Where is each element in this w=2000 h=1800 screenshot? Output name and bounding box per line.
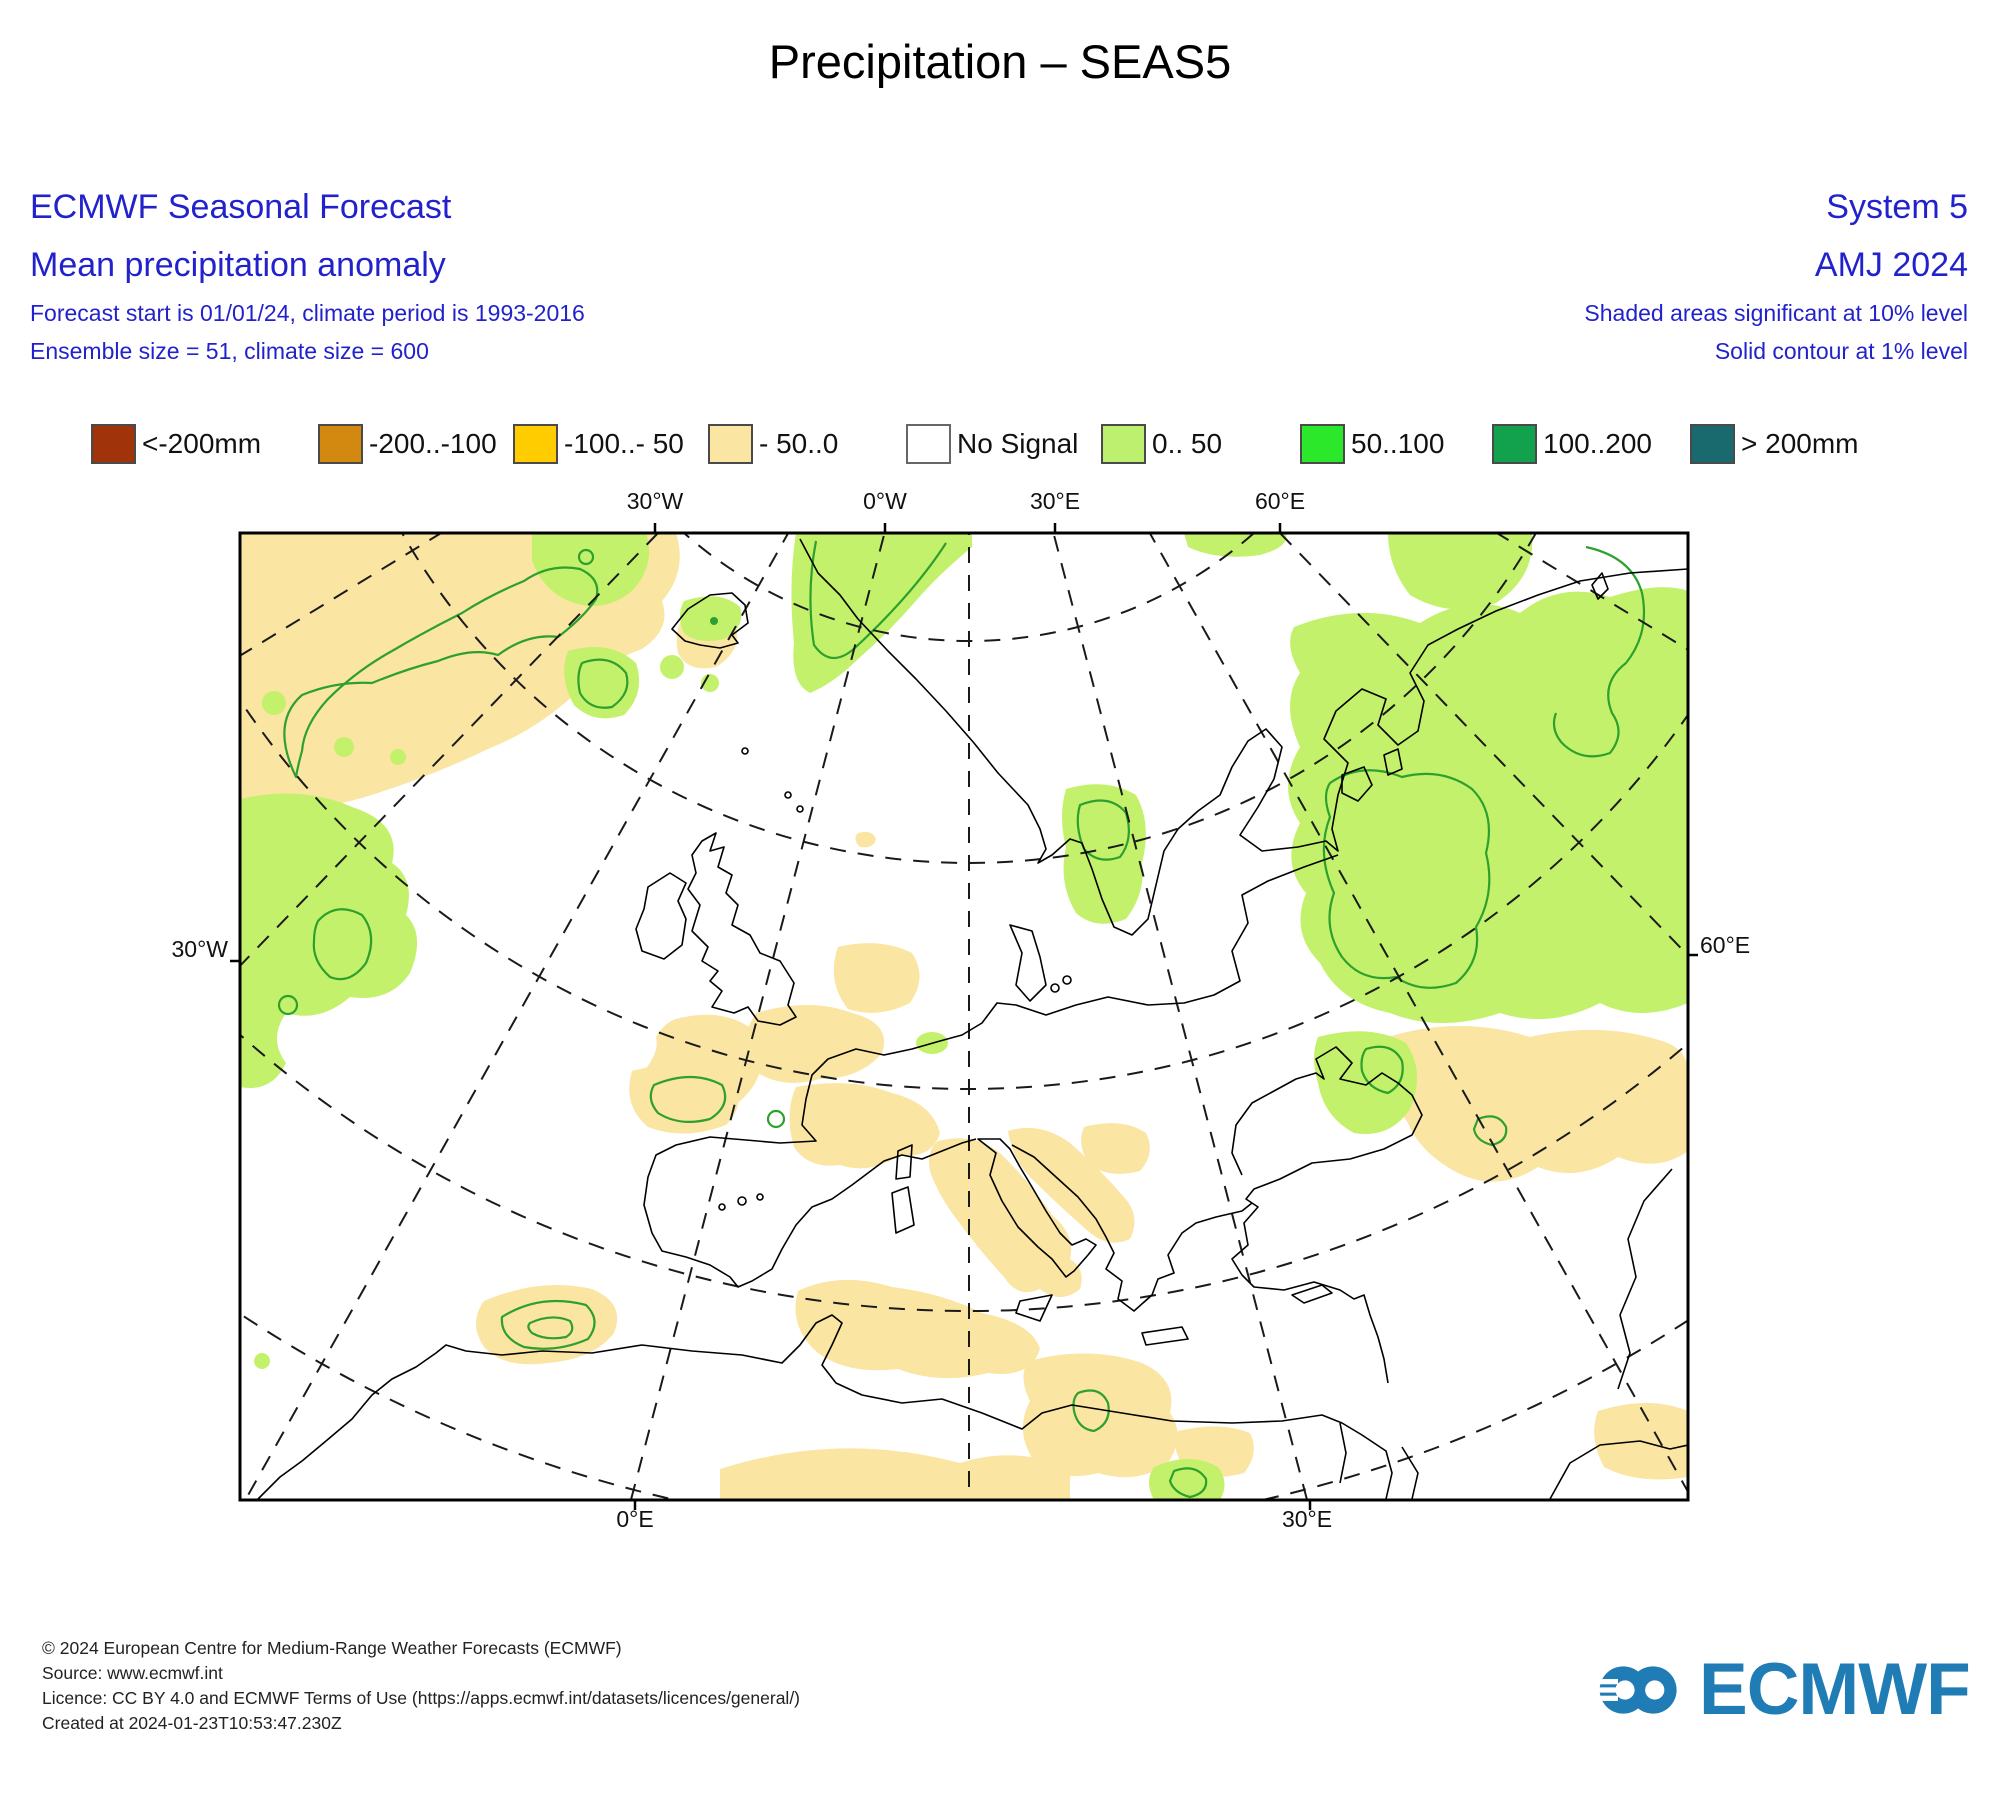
legend-label: <-200mm: [142, 428, 262, 459]
legend-item: 50..100: [1300, 424, 1444, 464]
coastline-layer: [257, 538, 1688, 1500]
lon-label-top-60e: 60°E: [1254, 488, 1306, 514]
legend-swatch: [1300, 424, 1345, 464]
season-label: AMJ 2024: [1814, 246, 1968, 284]
lon-label-left-30w: 30°W: [171, 936, 229, 962]
copyright-line: © 2024 European Centre for Medium-Range …: [42, 1638, 622, 1658]
legend-swatch: [1690, 424, 1735, 464]
legend-item: - 50..0: [708, 424, 838, 464]
page-title: Precipitation – SEAS5: [768, 35, 1232, 88]
ecmwf-logo-icon: [1597, 1665, 1677, 1714]
legend-item: 100..200: [1492, 424, 1652, 464]
legend-item: <-200mm: [91, 424, 261, 464]
legend-item: No Signal: [906, 424, 1078, 464]
legend-label: > 200mm: [1741, 428, 1859, 459]
legend-swatch: [906, 424, 951, 464]
legend-swatch: [318, 424, 363, 464]
contour-note: Solid contour at 1% level: [1714, 338, 1968, 364]
dry-anomaly-layer: [240, 533, 1688, 1500]
ensemble-info: Ensemble size = 51, climate size = 600: [30, 338, 429, 364]
source-line: Source: www.ecmwf.int: [42, 1663, 223, 1683]
legend-label: No Signal: [957, 428, 1079, 459]
legend-label: 50..100: [1351, 428, 1445, 459]
licence-line: Licence: CC BY 4.0 and ECMWF Terms of Us…: [42, 1688, 801, 1708]
forecast-start-info: Forecast start is 01/01/24, climate peri…: [30, 300, 585, 326]
lon-label-right-60e: 60°E: [1700, 932, 1751, 958]
legend-item: -200..-100: [318, 424, 497, 464]
ecmwf-logo: ECMWF: [1593, 1648, 1971, 1731]
legend-label: - 50..0: [759, 428, 839, 459]
map-canvas: [230, 523, 1698, 1510]
legend-item: -100..- 50: [513, 424, 684, 464]
lon-label-top-0w: 0°W: [863, 488, 907, 514]
legend-item: 0.. 50: [1101, 424, 1222, 464]
header-left: ECMWF Seasonal Forecast Mean precipitati…: [30, 178, 585, 370]
attribution-footer: © 2024 European Centre for Medium-Range …: [42, 1636, 800, 1736]
legend-label: 100..200: [1543, 428, 1652, 459]
map-frame: [230, 523, 1698, 1510]
lon-label-bottom-0e: 0°E: [616, 1506, 654, 1532]
legend-swatch: [513, 424, 558, 464]
created-line: Created at 2024-01-23T10:53:47.230Z: [42, 1713, 342, 1733]
lon-label-top-30e: 30°E: [1029, 488, 1081, 514]
ecmwf-logo-wordmark: ECMWF: [1699, 1649, 1971, 1730]
header-right: System 5 AMJ 2024 Shaded areas significa…: [1584, 178, 1968, 370]
significance-note: Shaded areas significant at 10% level: [1584, 300, 1968, 326]
lon-label-bottom-30e: 30°E: [1281, 1506, 1333, 1532]
legend-swatch: [1492, 424, 1537, 464]
graticule-layer: [240, 533, 1688, 1500]
legend-label: -200..-100: [369, 428, 497, 459]
legend-label: -100..- 50: [564, 428, 684, 459]
legend-item: > 200mm: [1690, 424, 1859, 464]
legend-swatch: [91, 424, 136, 464]
product-title: ECMWF Seasonal Forecast: [30, 188, 452, 226]
product-subtitle: Mean precipitation anomaly: [30, 246, 446, 284]
legend-label: 0.. 50: [1152, 428, 1223, 459]
legend-swatch: [1101, 424, 1146, 464]
legend-swatch: [708, 424, 753, 464]
system-label: System 5: [1826, 188, 1968, 226]
lon-label-top-30w: 30°W: [626, 488, 684, 514]
